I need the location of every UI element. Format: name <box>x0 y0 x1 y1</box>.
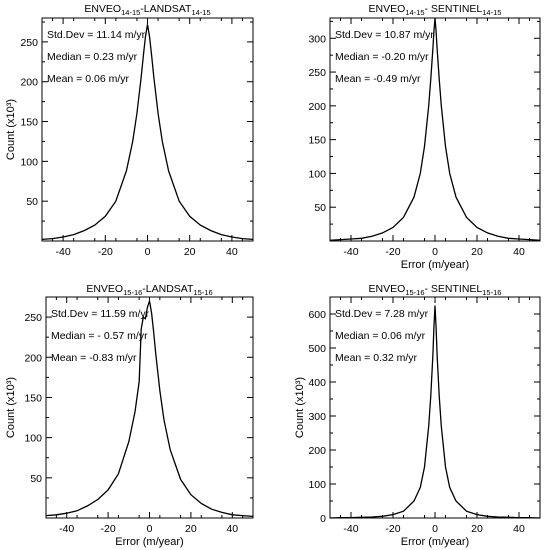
chart-title: ENVEO14-15-LANDSAT14-15 <box>84 3 210 17</box>
y-tick-label: 400 <box>308 377 326 389</box>
x-tick-label: 0 <box>432 523 438 535</box>
title-target: - SENTINEL <box>425 3 483 15</box>
x-tick-label: -20 <box>385 523 400 535</box>
title-target: -LANDSAT <box>142 283 194 295</box>
x-tick-label: 0 <box>432 246 438 258</box>
y-tick-label: 200 <box>308 101 326 113</box>
title-subscript: 15-16 <box>123 288 142 297</box>
y-tick-label: 150 <box>24 392 42 404</box>
title-subscript: 14-15 <box>482 8 501 17</box>
y-tick-label: 100 <box>24 433 42 445</box>
y-axis-label: Count (x10³) <box>5 99 17 160</box>
title-base: ENVEO <box>86 283 123 295</box>
series-line-0 <box>329 17 541 241</box>
x-tick-label: -40 <box>343 246 358 258</box>
x-tick-label: -40 <box>343 523 358 535</box>
title-base: ENVEO <box>369 3 406 15</box>
series-line-0 <box>329 305 541 519</box>
stat-line: Mean = 0.06 m/yr <box>47 73 129 85</box>
stat-line: Median = - 0.57 m/yr <box>51 330 148 342</box>
y-tick-label: 100 <box>308 168 326 180</box>
y-axis-label: Count (x10³) <box>294 377 306 438</box>
stat-line: Std.Dev = 7.28 m/yr <box>335 308 429 320</box>
x-axis-label: Error (m/year) <box>401 259 469 271</box>
series-line-0 <box>41 24 254 241</box>
title-subscript: 15-16 <box>405 288 424 297</box>
y-tick-label: 200 <box>308 445 326 457</box>
y-tick-label: 300 <box>308 411 326 423</box>
x-tick-label: 0 <box>147 523 153 535</box>
title-subscript: 14-15 <box>191 8 210 17</box>
x-axis-label: Error (m/year) <box>115 536 183 548</box>
y-tick-label: 150 <box>308 135 326 147</box>
stat-line: Median = 0.23 m/yr <box>47 51 138 63</box>
x-tick-label: -20 <box>385 246 400 258</box>
x-tick-label: 20 <box>471 246 483 258</box>
y-axis-label: Count (x10³) <box>5 377 17 438</box>
stat-line: Median = 0.06 m/yr <box>335 330 426 342</box>
title-subscript: 14-15 <box>121 8 140 17</box>
stat-line: Mean = 0.32 m/yr <box>335 352 417 364</box>
chart-title: ENVEO15-16-LANDSAT15-16 <box>86 283 212 297</box>
stat-line: Std.Dev = 10.87 m/yr <box>335 29 434 41</box>
y-tick-label: 250 <box>20 37 38 49</box>
x-tick-label: 40 <box>226 246 238 258</box>
title-base: ENVEO <box>369 283 406 295</box>
y-tick-label: 50 <box>26 196 38 208</box>
stat-line: Mean = -0.83 m/yr <box>51 352 137 364</box>
title-target: -LANDSAT <box>140 3 192 15</box>
x-tick-label: 20 <box>184 246 196 258</box>
x-tick-label: 0 <box>145 246 151 258</box>
y-tick-label: 100 <box>308 479 326 491</box>
stat-line: Median = -0.20 m/yr <box>335 51 429 63</box>
y-tick-label: 50 <box>30 473 42 485</box>
x-tick-label: 20 <box>185 523 197 535</box>
y-tick-label: 300 <box>308 33 326 45</box>
x-tick-label: -20 <box>101 523 116 535</box>
stat-line: Std.Dev = 11.14 m/yr <box>47 29 146 41</box>
chart-title: ENVEO15-16- SENTINEL15-16 <box>369 283 502 297</box>
y-tick-label: 250 <box>24 312 42 324</box>
x-axis-label: Error (m/year) <box>401 536 469 548</box>
title-base: ENVEO <box>84 3 121 15</box>
x-tick-label: 20 <box>471 523 483 535</box>
y-tick-label: 150 <box>20 117 38 129</box>
y-tick-label: 600 <box>308 309 326 321</box>
x-tick-label: 40 <box>226 523 238 535</box>
y-tick-label: 0 <box>320 513 326 525</box>
x-tick-label: 40 <box>513 246 525 258</box>
title-subscript: 14-15 <box>405 8 424 17</box>
x-tick-label: -20 <box>98 246 113 258</box>
y-tick-label: 50 <box>314 202 326 214</box>
y-tick-label: 500 <box>308 343 326 355</box>
x-tick-label: 40 <box>513 523 525 535</box>
stat-line: Std.Dev = 11.59 m/yr <box>51 308 150 320</box>
title-subscript: 15-16 <box>482 288 501 297</box>
y-tick-label: 200 <box>20 77 38 89</box>
title-target: - SENTINEL <box>425 283 483 295</box>
y-tick-label: 250 <box>308 67 326 79</box>
series-line-0 <box>45 300 254 518</box>
stat-line: Mean = -0.49 m/yr <box>335 73 421 85</box>
y-tick-label: 200 <box>24 352 42 364</box>
x-tick-label: -40 <box>56 246 71 258</box>
title-subscript: 15-16 <box>193 288 212 297</box>
x-tick-label: -40 <box>59 523 74 535</box>
chart-title: ENVEO14-15- SENTINEL14-15 <box>369 3 502 17</box>
y-tick-label: 100 <box>20 156 38 168</box>
